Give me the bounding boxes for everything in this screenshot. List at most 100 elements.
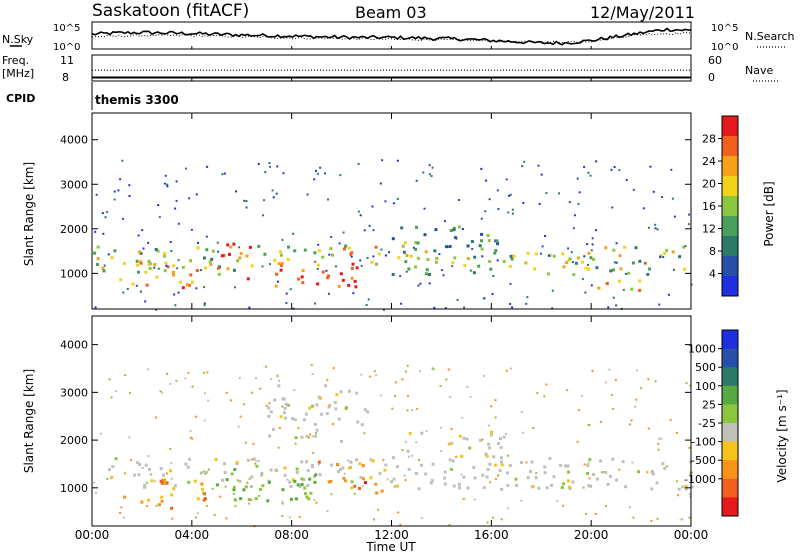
data-cell xyxy=(568,201,571,204)
data-cell xyxy=(94,230,97,233)
data-cell xyxy=(526,476,530,480)
data-cell xyxy=(270,378,273,380)
data-cell xyxy=(301,269,305,273)
data-cell xyxy=(523,160,526,163)
station-title: Saskatoon (fitACF) xyxy=(92,1,249,21)
data-cell xyxy=(567,470,570,474)
data-cell xyxy=(191,437,194,440)
data-cell xyxy=(485,475,489,479)
data-cell xyxy=(461,228,464,230)
data-cell xyxy=(247,498,251,501)
data-cell xyxy=(314,473,318,477)
data-cell xyxy=(485,179,488,182)
data-cell xyxy=(287,245,291,249)
data-cell xyxy=(418,370,421,373)
data-cell xyxy=(245,206,248,209)
data-cell xyxy=(530,460,534,464)
data-cell xyxy=(498,469,502,472)
data-cell xyxy=(316,267,319,270)
data-cell xyxy=(396,159,399,162)
data-cell xyxy=(439,426,442,429)
data-cell xyxy=(281,405,284,408)
data-cell xyxy=(343,472,346,475)
frequency-left-tick-top: 11 xyxy=(60,54,74,67)
data-cell xyxy=(164,261,168,265)
data-cell xyxy=(224,485,227,488)
data-cell xyxy=(271,189,274,192)
data-cell xyxy=(366,257,369,259)
data-cell xyxy=(368,224,371,227)
data-cell xyxy=(444,307,447,310)
data-cell xyxy=(283,466,287,470)
data-cell xyxy=(373,518,375,521)
data-cell xyxy=(487,424,490,427)
data-cell xyxy=(583,255,586,258)
velocity-panel: 1000 2000 3000 4000 Slant Range [km] 1000 50… xyxy=(22,315,789,528)
data-cell xyxy=(133,473,136,477)
frequency-panel: Freq. [MHz] 11 8 60 0 Nave xyxy=(2,54,778,84)
data-cell xyxy=(245,254,249,258)
data-cell xyxy=(485,454,489,458)
data-cell xyxy=(587,263,589,266)
data-cell xyxy=(667,293,670,296)
data-cell xyxy=(165,264,168,267)
data-cell xyxy=(308,406,312,410)
data-cell xyxy=(663,251,667,255)
data-cell xyxy=(684,245,687,248)
data-cell xyxy=(449,396,452,399)
data-cell xyxy=(606,482,610,486)
data-cell xyxy=(415,441,418,444)
data-cell xyxy=(576,177,579,180)
data-cell xyxy=(611,206,614,209)
data-cell xyxy=(186,465,190,469)
data-cell xyxy=(205,504,208,507)
data-cell xyxy=(508,264,512,268)
data-cell xyxy=(605,504,608,507)
data-cell xyxy=(648,226,650,229)
data-cell xyxy=(248,502,251,505)
data-cell xyxy=(656,228,659,231)
data-cell xyxy=(137,234,140,237)
data-cell xyxy=(269,263,271,266)
data-cell xyxy=(203,256,206,260)
data-cell xyxy=(314,260,317,263)
data-cell xyxy=(680,518,683,521)
velocity-colorbar-swatch xyxy=(722,330,738,350)
data-cell xyxy=(507,211,510,214)
data-cell xyxy=(158,503,161,507)
data-cell xyxy=(484,210,487,213)
data-cell xyxy=(330,236,333,238)
power-colorbar-swatch xyxy=(722,276,738,297)
data-cell xyxy=(233,468,237,471)
data-cell xyxy=(330,493,333,496)
data-cell xyxy=(250,264,254,268)
data-cell xyxy=(265,404,268,407)
data-cell xyxy=(559,464,563,468)
data-cell xyxy=(120,506,123,509)
data-cell xyxy=(328,404,331,407)
data-cell xyxy=(585,512,587,515)
data-cell xyxy=(658,303,661,306)
data-cell xyxy=(621,460,625,464)
data-cell xyxy=(615,478,618,482)
data-cell xyxy=(632,188,635,191)
data-cell xyxy=(286,257,290,261)
data-cell xyxy=(492,516,495,519)
power-colorbar-tick-label: 28 xyxy=(702,133,716,146)
data-cell xyxy=(583,463,586,466)
data-cell xyxy=(526,251,530,255)
data-cell xyxy=(447,442,451,446)
data-cell xyxy=(172,264,176,268)
noise-series-sky xyxy=(91,27,692,46)
data-cell xyxy=(314,302,316,305)
data-cell xyxy=(469,269,472,272)
data-cell xyxy=(347,246,351,250)
data-cell xyxy=(229,399,232,402)
data-cell xyxy=(226,267,230,271)
data-cell xyxy=(139,261,143,265)
data-cell xyxy=(432,368,435,371)
data-cell xyxy=(681,485,685,489)
data-cell xyxy=(110,256,114,260)
data-cell xyxy=(306,484,310,487)
data-cell xyxy=(573,214,576,217)
